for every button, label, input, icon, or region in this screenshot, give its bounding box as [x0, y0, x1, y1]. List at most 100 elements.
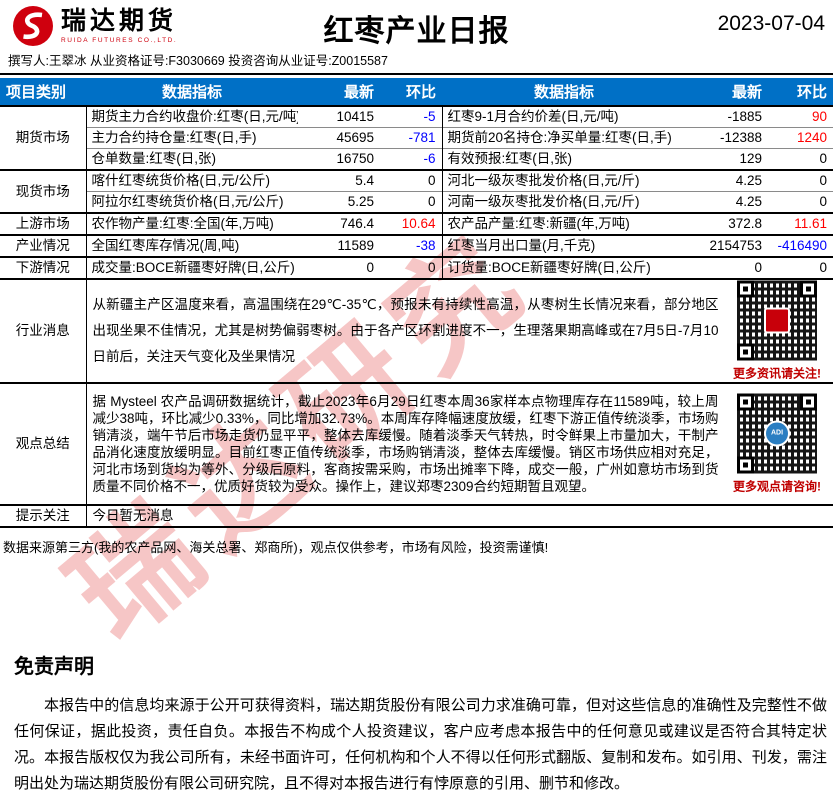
indicator-cell: 红枣当月出口量(月,千克) [441, 234, 686, 257]
latest-cell: 4.25 [686, 191, 768, 213]
table-row: 主力合约持仓量:红枣(日,手) 45695 -781 期货前20名持仓:净买单量… [0, 127, 833, 149]
brand-logo-icon [13, 6, 53, 46]
disclaimer-section: 免责声明 本报告中的信息均来源于公开可获得资料，瑞达期货股份有限公司力求准确可靠… [0, 650, 833, 797]
category-cell: 期货市场 [0, 105, 87, 170]
latest-cell: -1885 [686, 105, 768, 128]
indicator-cell: 主力合约持仓量:红枣(日,手) [86, 127, 298, 149]
latest-cell: 45695 [298, 127, 380, 149]
indicator-cell: 农产品产量:红枣:新疆(年,万吨) [441, 212, 686, 235]
indicator-cell: 订货量:BOCE新疆枣好牌(日,公斤) [441, 256, 686, 279]
chg-cell: 0 [768, 256, 833, 279]
notice-text: 今日暂无消息 [86, 504, 833, 528]
chg-cell: 0 [768, 148, 833, 170]
latest-cell: 5.25 [298, 191, 380, 213]
indicator-cell: 红枣9-1月合约价差(日,元/吨) [441, 105, 686, 128]
latest-cell: 2154753 [686, 234, 768, 257]
indicator-cell: 成交量:BOCE新疆枣好牌(日,公斤) [86, 256, 298, 279]
latest-cell: 11589 [298, 234, 380, 257]
table-row: 仓单数量:红枣(日,张) 16750 -6 有效预报:红枣(日,张) 129 0 [0, 148, 833, 170]
table-row: 现货市场 喀什红枣统货价格(日,元/公斤) 5.4 0 河北一级灰枣批发价格(日… [0, 169, 833, 213]
page-title: 红枣产业日报 [323, 15, 510, 48]
indicator-cell: 期货主力合约收盘价:红枣(日,元/吨) [86, 105, 298, 128]
qr-center-logo-red [764, 307, 790, 334]
industry-news-row: 行业消息 从新疆主产区温度来看，高温围绕在29℃-35℃，预报未有持续性高温，从… [0, 278, 833, 383]
category-cell: 产业情况 [0, 234, 87, 257]
col-header-category: 项目类别 [0, 78, 86, 106]
latest-cell: 5.4 [298, 169, 380, 192]
brand-text: 瑞达期货 RUIDA FUTURES CO.,LTD. [61, 6, 178, 44]
summary-cell: 据 Mysteel 农产品调研数据统计，截止2023年6月29日红枣本周36家样… [86, 382, 833, 505]
chg-cell: 0 [380, 191, 442, 213]
indicator-cell: 全国红枣库存情况(周,吨) [86, 234, 298, 257]
summary-row: 观点总结 据 Mysteel 农产品调研数据统计，截止2023年6月29日红枣本… [0, 382, 833, 505]
indicator-cell: 河南一级灰枣批发价格(日,元/斤) [441, 191, 686, 213]
indicator-table: 项目类别 数据指标 最新 环比 数据指标 最新 环比 期货市场 期货主力合约收盘… [0, 78, 833, 528]
category-cell: 行业消息 [0, 278, 87, 383]
latest-cell: 0 [298, 256, 380, 279]
brand-block: 瑞达期货 RUIDA FUTURES CO.,LTD. [12, 5, 177, 47]
category-cell: 观点总结 [0, 382, 87, 505]
chg-cell: 11.61 [768, 212, 833, 235]
notice-row: 提示关注 今日暂无消息 [0, 504, 833, 528]
industry-news-text: 从新疆主产区温度来看，高温围绕在29℃-35℃，预报未有持续性高温，从枣树生长情… [92, 297, 719, 364]
category-cell: 现货市场 [0, 169, 87, 213]
news-qr-block: 更多资讯请关注! [727, 280, 827, 382]
disclaimer-text: 本报告中的信息均来源于公开可获得资料，瑞达期货股份有限公司力求准确可靠，但对这些… [14, 697, 827, 792]
category-cell: 下游情况 [0, 256, 87, 279]
chg-cell: -6 [380, 148, 442, 170]
table-row: 下游情况 成交量:BOCE新疆枣好牌(日,公斤) 0 0 订货量:BOCE新疆枣… [0, 256, 833, 279]
latest-cell: 746.4 [298, 212, 380, 235]
latest-cell: 4.25 [686, 169, 768, 192]
col-header-indicator-right: 数据指标 [442, 78, 686, 106]
table-row: 上游市场 农作物产量:红枣:全国(年,万吨) 746.4 10.64 农产品产量… [0, 212, 833, 235]
category-cell: 提示关注 [0, 504, 87, 528]
chg-cell: 0 [768, 191, 833, 213]
disclaimer-title: 免责声明 [14, 656, 94, 678]
summary-text: 据 Mysteel 农产品调研数据统计，截止2023年6月29日红枣本周36家样… [92, 394, 719, 494]
table-header-row: 项目类别 数据指标 最新 环比 数据指标 最新 环比 [0, 78, 833, 106]
latest-cell: -12388 [686, 127, 768, 149]
table-row: 阿拉尔红枣统货价格(日,元/公斤) 5.25 0 河南一级灰枣批发价格(日,元/… [0, 191, 833, 213]
brand-name-cn: 瑞达期货 [61, 6, 178, 35]
indicator-cell: 有效预报:红枣(日,张) [441, 148, 686, 170]
col-header-indicator-left: 数据指标 [86, 78, 298, 106]
chg-cell: 90 [768, 105, 833, 128]
industry-news-cell: 从新疆主产区温度来看，高温围绕在29℃-35℃，预报未有持续性高温，从枣树生长情… [86, 278, 833, 383]
qr-code-summary: ADI [737, 393, 817, 474]
latest-cell: 10415 [298, 105, 380, 128]
indicator-cell: 喀什红枣统货价格(日,元/公斤) [86, 169, 298, 192]
latest-cell: 129 [686, 148, 768, 170]
chg-cell: -416490 [768, 234, 833, 257]
summary-qr-block: ADI 更多观点请咨询! [727, 393, 827, 495]
indicator-cell: 河北一级灰枣批发价格(日,元/斤) [441, 169, 686, 192]
latest-cell: 0 [686, 256, 768, 279]
table-row: 期货市场 期货主力合约收盘价:红枣(日,元/吨) 10415 -5 红枣9-1月… [0, 105, 833, 170]
qr-center-logo-blue: ADI [764, 420, 790, 447]
indicator-cell: 阿拉尔红枣统货价格(日,元/公斤) [86, 191, 298, 213]
qr-code-news [737, 280, 817, 361]
summary-qr-caption: 更多观点请咨询! [733, 479, 821, 494]
chg-cell: 1240 [768, 127, 833, 149]
chg-cell: 0 [380, 256, 442, 279]
chg-cell: 0 [768, 169, 833, 192]
col-header-chg-left: 环比 [380, 78, 442, 106]
chg-cell: -38 [380, 234, 442, 257]
chg-cell: -781 [380, 127, 442, 149]
indicator-cell: 仓单数量:红枣(日,张) [86, 148, 298, 170]
chg-cell: 0 [380, 169, 442, 192]
col-header-latest-right: 最新 [686, 78, 768, 106]
col-header-chg-right: 环比 [768, 78, 833, 106]
author-byline: 撰写人:王翠冰 从业资格证号:F3030669 投资咨询从业证号:Z001558… [0, 48, 833, 75]
col-header-latest-left: 最新 [298, 78, 380, 106]
report-date: 2023-07-04 [717, 12, 825, 35]
latest-cell: 16750 [298, 148, 380, 170]
chg-cell: 10.64 [380, 212, 442, 235]
table-row: 产业情况 全国红枣库存情况(周,吨) 11589 -38 红枣当月出口量(月,千… [0, 234, 833, 257]
data-source-note: 数据来源第三方(我的农产品网、海关总署、郑商所)，观点仅供参考，市场有风险，投资… [3, 540, 549, 555]
indicator-cell: 期货前20名持仓:净买单量:红枣(日,手) [441, 127, 686, 149]
category-cell: 上游市场 [0, 212, 87, 235]
indicator-cell: 农作物产量:红枣:全国(年,万吨) [86, 212, 298, 235]
report-header: 瑞达期货 RUIDA FUTURES CO.,LTD. 红枣产业日报 2023-… [0, 0, 833, 48]
chg-cell: -5 [380, 105, 442, 128]
news-qr-caption: 更多资讯请关注! [733, 366, 821, 381]
